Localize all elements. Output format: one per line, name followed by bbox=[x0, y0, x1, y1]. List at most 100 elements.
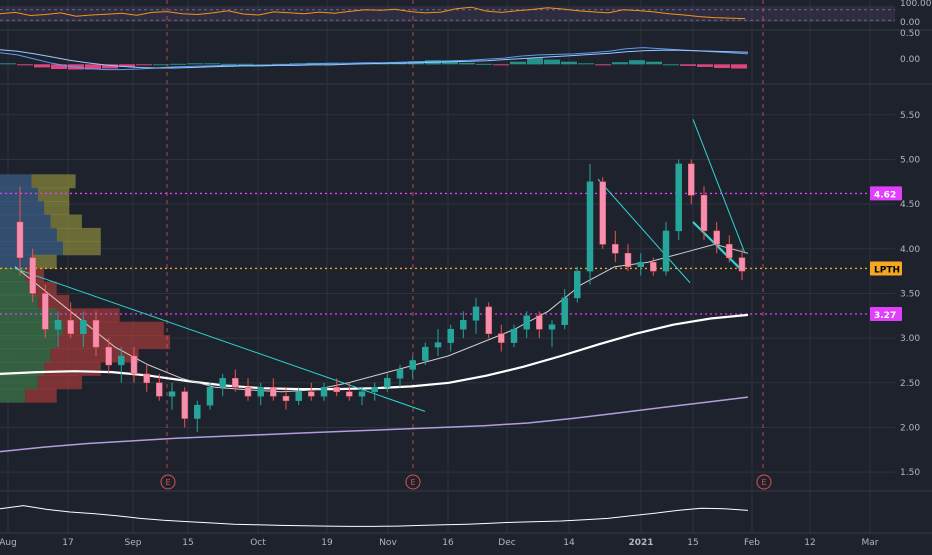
candle-body bbox=[333, 387, 340, 393]
macd-histogram-bar bbox=[578, 63, 594, 65]
macd-histogram-bar bbox=[221, 63, 237, 65]
time-tick-label: Aug bbox=[0, 538, 17, 548]
volume-avg-panel bbox=[0, 505, 749, 527]
time-tick-label: Oct bbox=[250, 538, 266, 548]
candle-body bbox=[358, 391, 366, 397]
volume-profile bbox=[0, 174, 171, 403]
candle-body bbox=[434, 342, 442, 348]
macd-histogram-bar bbox=[459, 62, 475, 65]
candle-body bbox=[42, 293, 49, 330]
candle-body bbox=[194, 404, 201, 419]
macd-histogram-bar bbox=[629, 60, 645, 65]
rsi-line bbox=[0, 6, 746, 20]
price-tick-label: 4.00 bbox=[900, 245, 920, 255]
volume-profile-down-bar bbox=[44, 201, 70, 216]
rsi-band bbox=[0, 6, 895, 22]
macd-histogram-bar bbox=[697, 64, 713, 67]
candle-body bbox=[371, 387, 378, 393]
price-tick-label: 5.00 bbox=[900, 155, 920, 165]
grid bbox=[0, 0, 932, 534]
macd-histogram-bar bbox=[544, 59, 560, 65]
volume-profile-up-bar bbox=[0, 335, 57, 350]
candle-body bbox=[105, 346, 112, 366]
candle-body bbox=[726, 244, 733, 258]
price-tick-label: 4.50 bbox=[900, 200, 920, 210]
macd-histogram-bar bbox=[17, 64, 33, 66]
volume-profile-up-bar bbox=[0, 281, 32, 296]
price-tick-label: 3.00 bbox=[900, 334, 920, 344]
candle-body bbox=[675, 163, 682, 232]
earnings-marker-label: E bbox=[761, 478, 766, 487]
macd-histogram-bar bbox=[272, 63, 288, 65]
macd-histogram-bar bbox=[680, 64, 696, 66]
macd-histogram-bar bbox=[442, 61, 458, 65]
time-tick-label: Dec bbox=[498, 538, 515, 548]
candle-body bbox=[118, 355, 125, 366]
candle-body bbox=[181, 391, 188, 419]
candle-body bbox=[219, 378, 226, 388]
volume-profile-down-bar bbox=[31, 174, 76, 189]
volume-profile-down-bar bbox=[31, 254, 57, 269]
trendline bbox=[692, 119, 746, 254]
candle-body bbox=[548, 324, 556, 330]
macd-panel bbox=[0, 47, 749, 71]
macd-tick-label: 0.00 bbox=[900, 55, 920, 65]
candle-body bbox=[320, 387, 328, 397]
volume-profile-down-bar bbox=[63, 241, 101, 256]
candle-body bbox=[29, 257, 36, 294]
level-label-box bbox=[870, 261, 902, 276]
macd-histogram-bar bbox=[612, 62, 628, 65]
macd-histogram-bar bbox=[561, 61, 577, 65]
candle-body bbox=[561, 297, 568, 325]
candle-body bbox=[156, 382, 163, 397]
candle-body bbox=[282, 395, 290, 401]
rsi-tick-label: 100.00 bbox=[900, 0, 932, 9]
trendline bbox=[597, 178, 691, 284]
macd-histogram-bar bbox=[136, 64, 152, 66]
candle-body bbox=[384, 378, 391, 388]
macd-line bbox=[0, 47, 749, 71]
candle-body bbox=[143, 373, 150, 384]
candle-body bbox=[612, 244, 619, 254]
time-tick-label: 15 bbox=[182, 538, 193, 548]
candle-body bbox=[54, 320, 62, 330]
candle-body bbox=[662, 230, 670, 272]
candle-body bbox=[650, 261, 657, 272]
level-label-box bbox=[870, 307, 902, 322]
earnings-marker bbox=[160, 474, 176, 490]
candle-body bbox=[472, 306, 480, 321]
volume-avg-line bbox=[0, 505, 749, 527]
candle-body bbox=[523, 315, 530, 330]
macd-histogram-bar bbox=[255, 64, 271, 66]
rsi-panel bbox=[0, 6, 895, 22]
candle-body bbox=[460, 320, 467, 330]
macd-histogram-bar bbox=[0, 63, 16, 65]
volume-profile-down-bar bbox=[44, 361, 101, 376]
time-tick-label: 12 bbox=[804, 538, 815, 548]
macd-histogram-bar bbox=[731, 64, 747, 69]
volume-profile-down-bar bbox=[56, 308, 120, 323]
rsi-tick-label: 0.00 bbox=[900, 18, 920, 28]
volume-profile-up-bar bbox=[0, 201, 45, 216]
candle-body bbox=[447, 328, 454, 343]
time-axis[interactable]: Aug 17 Sep 15 Oct 19 Nov 16 Dec 14 2021 15 Feb 12 Mar bbox=[0, 538, 879, 548]
candle-body bbox=[510, 328, 518, 343]
macd-histogram-bar bbox=[187, 63, 203, 65]
time-tick-label: Sep bbox=[125, 538, 142, 548]
candle-body bbox=[130, 355, 138, 375]
earnings-marker bbox=[756, 474, 772, 490]
candle-body bbox=[485, 306, 492, 334]
level-label: 3.27 bbox=[874, 311, 896, 321]
time-tick-label: 17 bbox=[62, 538, 73, 548]
price-axis[interactable]: 100.000.000.500.005.505.004.504.003.503.… bbox=[870, 0, 932, 478]
candle-body bbox=[700, 194, 708, 232]
candle-body bbox=[232, 378, 239, 388]
earnings-marker bbox=[405, 474, 421, 490]
level-label: LPTH bbox=[874, 265, 900, 275]
volume-profile-down-bar bbox=[37, 375, 82, 390]
macd-histogram-bar bbox=[595, 64, 611, 66]
macd-histogram-bar bbox=[714, 64, 730, 68]
